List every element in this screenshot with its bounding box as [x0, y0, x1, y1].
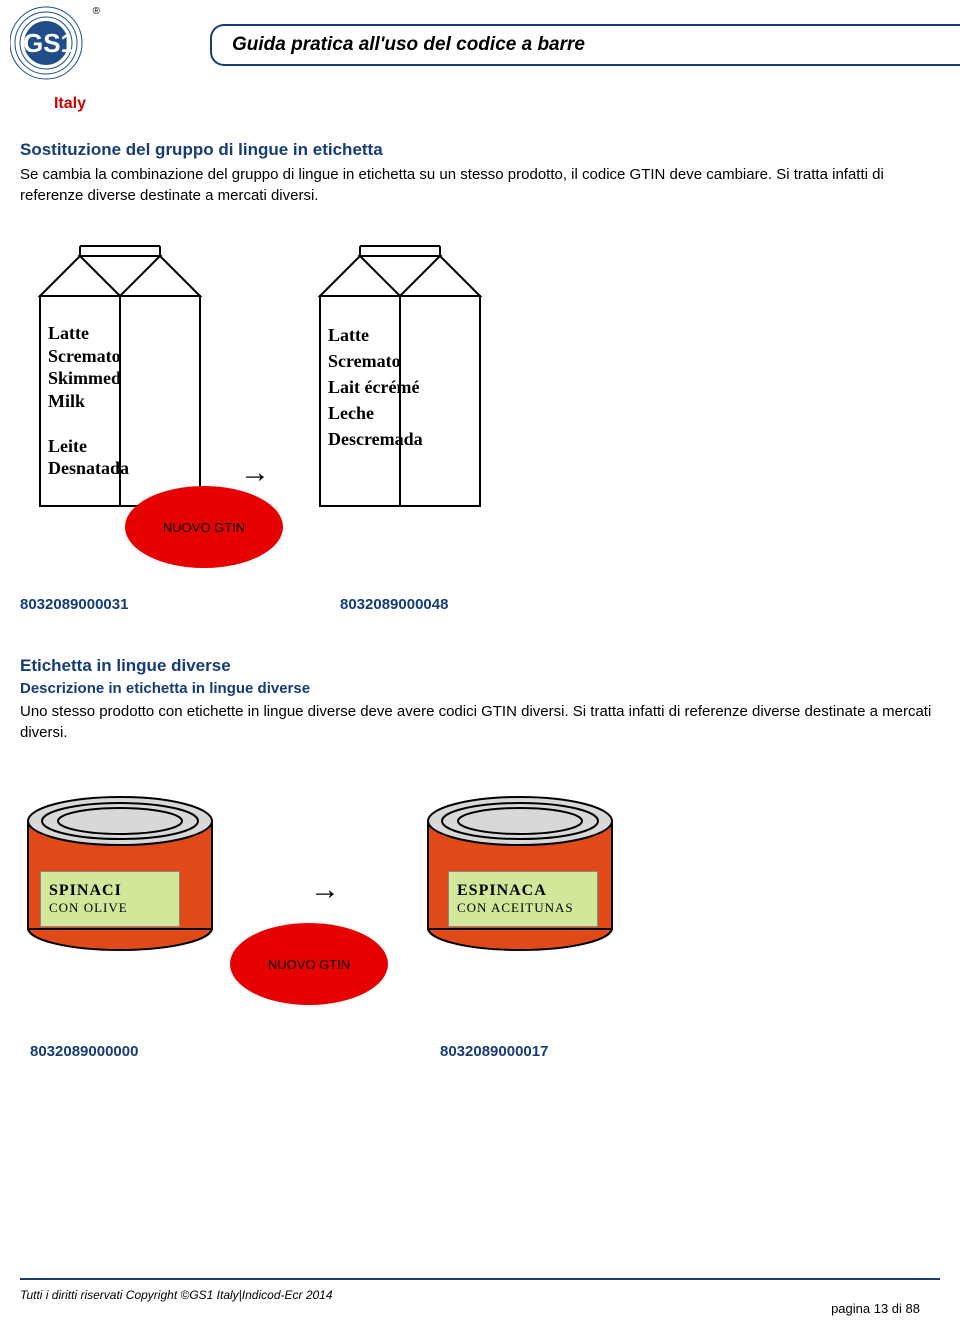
diagram-cans: SPINACI CON OLIVE → ESPINACA CON ACEITUN…	[20, 773, 940, 1033]
can1-line1: SPINACI	[49, 882, 179, 900]
badge-label-2: NUOVO GTIN	[268, 957, 350, 972]
can1-line2: CON OLIVE	[49, 900, 179, 916]
logo: GS1 ® Italy	[10, 4, 88, 113]
carton2-text: Latte Scremato Lait écrémé Leche Descrem…	[328, 322, 423, 452]
section1-body: Se cambia la combinazione del gruppo di …	[20, 164, 940, 206]
can2-line2: CON ACEITUNAS	[457, 900, 597, 916]
footer-page-number: pagina 13 di 88	[831, 1301, 920, 1316]
logo-subtitle: Italy	[10, 95, 86, 113]
can1-label: SPINACI CON OLIVE	[40, 871, 180, 927]
milk-carton-right: Latte Scremato Lait écrémé Leche Descrem…	[310, 236, 490, 516]
section2-body: Uno stesso prodotto con etichette in lin…	[20, 701, 940, 743]
can2-label: ESPINACA CON ACEITUNAS	[448, 871, 598, 927]
gtin-codes-row1: 8032089000031 8032089000048	[20, 576, 940, 626]
can-right: ESPINACA CON ACEITUNAS	[420, 783, 620, 963]
section2-subtitle: Descrizione in etichetta in lingue diver…	[20, 680, 940, 697]
footer-copyright: Tutti i diritti riservati Copyright ©GS1…	[20, 1288, 333, 1302]
can-left: SPINACI CON OLIVE	[20, 783, 220, 963]
arrow-icon: →	[310, 873, 340, 907]
nuovo-gtin-badge: NUOVO GTIN	[125, 486, 283, 568]
main-content: Sostituzione del gruppo di lingue in eti…	[0, 140, 960, 1073]
section2-title: Etichetta in lingue diverse	[20, 656, 940, 676]
gtin-right-1: 8032089000048	[340, 596, 448, 613]
gtin-left-1: 8032089000031	[20, 596, 128, 613]
gtin-right-2: 8032089000017	[440, 1043, 548, 1060]
diagram-cartons: Latte Scremato Skimmed Milk Leite Desnat…	[20, 236, 940, 556]
page-title: Guida pratica all'uso del codice a barre	[210, 24, 960, 66]
badge-label: NUOVO GTIN	[163, 520, 245, 535]
milk-carton-left: Latte Scremato Skimmed Milk Leite Desnat…	[30, 236, 210, 516]
registered-mark: ®	[93, 6, 100, 17]
page-header: GS1 ® Italy Guida pratica all'uso del co…	[0, 0, 960, 140]
can2-line1: ESPINACA	[457, 882, 597, 900]
section1-title: Sostituzione del gruppo di lingue in eti…	[20, 140, 940, 160]
logo-text: GS1	[23, 28, 75, 59]
arrow-icon: →	[240, 456, 270, 490]
carton1-text: Latte Scremato Skimmed Milk Leite Desnat…	[48, 322, 129, 480]
nuovo-gtin-badge-2: NUOVO GTIN	[230, 923, 388, 1005]
gtin-left-2: 8032089000000	[30, 1043, 138, 1060]
gtin-codes-row2: 8032089000000 8032089000017	[20, 1033, 940, 1073]
footer-divider	[20, 1278, 940, 1280]
